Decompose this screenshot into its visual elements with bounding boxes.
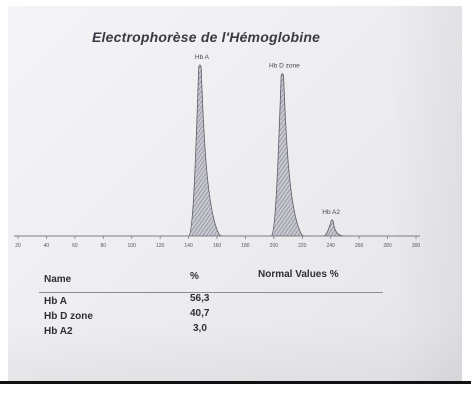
row-percent: 3,0 [193, 323, 207, 334]
peak-layer [188, 64, 346, 237]
peak-labels: Hb A Hb D zone Hb A2 [195, 54, 340, 216]
peak-label: Hb D zone [269, 63, 300, 70]
row-name: Hb D zone [44, 311, 93, 322]
peak-label: Hb A [195, 54, 210, 61]
row-percent: 40,7 [190, 308, 210, 319]
x-tick-label: 300 [412, 243, 421, 249]
x-tick-label: 220 [298, 243, 307, 249]
x-tick-label: 120 [156, 243, 165, 249]
page-bottom-rule [0, 381, 471, 384]
x-tick-label: 280 [383, 243, 392, 249]
row-percent: 56,3 [190, 293, 210, 304]
x-tick-label: 80 [101, 243, 107, 249]
header-normal-values: Normal Values % [258, 269, 339, 280]
paper-shadow-bottom [8, 324, 462, 384]
x-tick-label: 260 [355, 243, 364, 249]
x-tick-label: 20 [15, 243, 21, 249]
x-axis-ticks: 20 40 60 80 100 120 140 160 180 200 220 240 260 280 30… [15, 236, 420, 249]
peak-hb-a2 [322, 219, 346, 237]
paper-shadow-right [392, 6, 462, 384]
x-tick-label: 240 [327, 243, 336, 249]
header-percent: % [190, 271, 199, 282]
header-divider [39, 292, 383, 293]
chart-title: Electrophorèse de l'Hémoglobine [92, 29, 321, 45]
row-name: Hb A [44, 296, 67, 307]
report-sheet: Electrophorèse de l'Hémoglobine 20 40 60 80… [8, 6, 462, 384]
x-tick-label: 160 [213, 243, 222, 249]
x-tick-label: 200 [270, 243, 279, 249]
results-table: Name % Normal Values % Hb A 56,3 Hb D zo… [8, 6, 462, 384]
peak-label: Hb A2 [322, 209, 340, 216]
peak-hb-d-zone [270, 73, 307, 237]
x-tick-label: 40 [44, 243, 50, 249]
row-name: Hb A2 [44, 326, 73, 337]
x-tick-label: 60 [72, 243, 78, 249]
x-tick-label: 140 [184, 243, 193, 249]
peak-hb-a [188, 64, 224, 237]
x-tick-label: 100 [128, 243, 137, 249]
x-tick-label: 180 [241, 243, 250, 249]
header-name: Name [44, 274, 72, 285]
electrophoresis-chart: 20 40 60 80 100 120 140 160 180 200 220 240 260 280 30… [14, 54, 420, 249]
